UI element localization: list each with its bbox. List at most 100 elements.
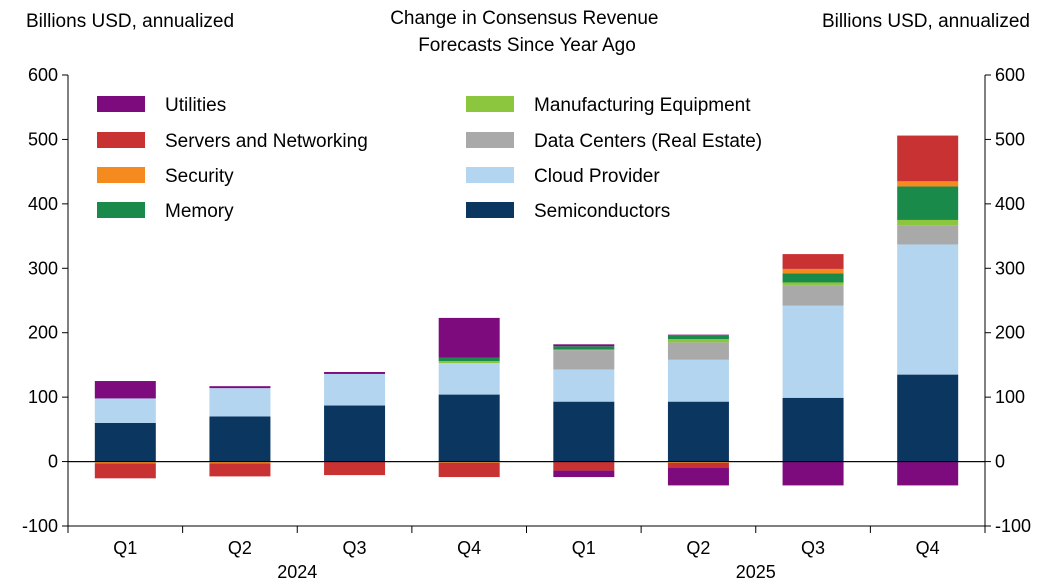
bar-segment — [438, 357, 500, 362]
legend-label: Cloud Provider — [534, 166, 660, 187]
left-tick-label: 200 — [28, 323, 58, 343]
bar-segment — [438, 394, 500, 462]
bar-segment — [94, 398, 156, 423]
bar-segment-negative — [209, 463, 271, 477]
category-label: Q1 — [113, 538, 137, 558]
bar-segment — [782, 397, 844, 462]
left-tick-label: 100 — [28, 387, 58, 407]
legend-label: Servers and Networking — [165, 131, 368, 152]
bar-segment-negative — [667, 462, 729, 469]
legend-swatch — [97, 202, 145, 218]
legend-swatch — [466, 202, 514, 218]
bar-segment — [324, 373, 386, 406]
chart-title-line-2: Forecasts Since Year Ago — [418, 35, 636, 56]
bar-segment — [553, 344, 615, 347]
legend-label: Semiconductors — [534, 201, 670, 222]
bar-segment — [667, 359, 729, 402]
bar-segment-negative — [897, 461, 959, 486]
right-tick-label: 400 — [995, 194, 1025, 214]
bars-layer — [68, 135, 985, 486]
chart-title: Change in Consensus Revenue Forecasts Si… — [390, 8, 664, 56]
bar-segment-negative — [438, 461, 500, 463]
bar-segment-negative — [553, 461, 615, 471]
right-tick-label: 0 — [995, 452, 1005, 472]
bar-segment — [553, 350, 615, 370]
right-tick-label: 500 — [995, 129, 1025, 149]
legend-swatch — [97, 167, 145, 183]
bar-segment — [897, 186, 959, 220]
bar-segment — [782, 254, 844, 269]
bar-segment — [438, 362, 500, 395]
left-tick-label: 500 — [28, 129, 58, 149]
left-tick-label: 0 — [48, 452, 58, 472]
bar-segment — [438, 361, 500, 363]
right-tick-label: 100 — [995, 387, 1025, 407]
bar-segment — [324, 405, 386, 462]
bar-segment — [667, 335, 729, 340]
category-label: Q3 — [343, 538, 367, 558]
bar-segment — [667, 339, 729, 343]
bar-segment-negative — [667, 468, 729, 486]
bar-segment — [324, 372, 386, 374]
bar-segment-negative — [94, 461, 156, 464]
legend-label: Utilities — [165, 95, 226, 116]
bar-segment — [897, 135, 959, 182]
year-group-label: 2025 — [736, 562, 776, 581]
bar-segment — [553, 346, 615, 350]
bar-segment — [782, 268, 844, 274]
bar-segment — [782, 282, 844, 286]
axes-layer: -100 -100 0 0 100 100 200 200 300 300 400 400 500 500… — [22, 65, 1031, 581]
bar-segment — [897, 374, 959, 462]
bar-segment-negative — [209, 461, 271, 464]
bar-segment-negative — [324, 461, 386, 476]
bar-segment — [782, 305, 844, 398]
bar-segment-negative — [553, 470, 615, 478]
bar-segment — [667, 401, 729, 462]
left-tick-label: 400 — [28, 194, 58, 214]
bar-segment — [897, 219, 959, 226]
right-tick-label: 300 — [995, 258, 1025, 278]
category-label: Q2 — [228, 538, 252, 558]
bar-segment — [438, 317, 500, 358]
category-label: Q4 — [457, 538, 481, 558]
legend-swatch — [97, 132, 145, 148]
bar-segment — [94, 422, 156, 462]
bar-segment — [209, 388, 271, 417]
bar-segment — [667, 342, 729, 360]
bar-segment — [553, 401, 615, 462]
category-label: Q4 — [916, 538, 940, 558]
right-tick-label: 200 — [995, 323, 1025, 343]
legend-swatch — [97, 96, 145, 112]
bar-segment — [209, 416, 271, 462]
category-label: Q2 — [686, 538, 710, 558]
bar-segment — [782, 285, 844, 306]
bar-segment — [897, 181, 959, 187]
legend-label: Security — [165, 166, 234, 187]
legend-swatch — [466, 96, 514, 112]
bar-segment — [897, 244, 959, 375]
year-group-label: 2024 — [277, 562, 317, 581]
bar-segment — [897, 225, 959, 245]
left-tick-label: 300 — [28, 258, 58, 278]
legend-swatch — [466, 167, 514, 183]
bar-segment — [667, 334, 729, 336]
chart-title-line-1: Change in Consensus Revenue — [390, 8, 658, 29]
legend: Utilities Servers and Networking Security M… — [97, 95, 762, 222]
legend-label: Memory — [165, 201, 234, 222]
bar-segment-negative — [438, 462, 500, 478]
right-axis-unit-label: Billions USD, annualized — [822, 11, 1030, 32]
right-tick-label: 600 — [995, 65, 1025, 85]
legend-label: Data Centers (Real Estate) — [534, 131, 762, 152]
legend-swatch — [466, 132, 514, 148]
left-tick-label: -100 — [22, 516, 58, 536]
bar-segment — [553, 369, 615, 402]
category-label: Q1 — [572, 538, 596, 558]
right-tick-label: -100 — [995, 516, 1031, 536]
category-label: Q3 — [801, 538, 825, 558]
bar-segment — [94, 381, 156, 399]
bar-segment-negative — [667, 461, 729, 463]
left-tick-label: 600 — [28, 65, 58, 85]
legend-label: Manufacturing Equipment — [534, 95, 751, 116]
left-axis-unit-label: Billions USD, annualized — [26, 11, 234, 32]
